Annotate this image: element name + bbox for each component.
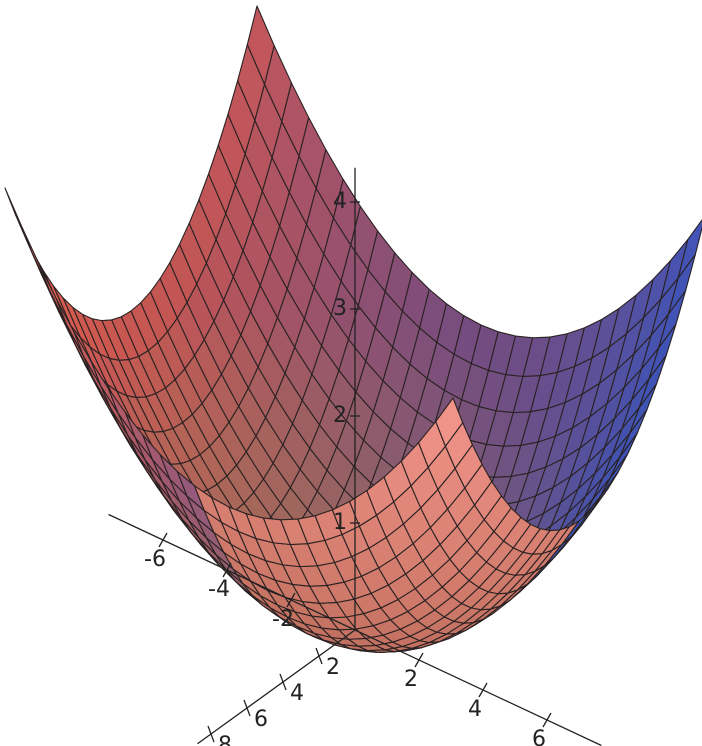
tick-mark — [542, 712, 552, 728]
z-tick-label: 1 — [333, 510, 347, 535]
y-tick-label: 6 — [532, 727, 546, 746]
surface-patch — [435, 397, 464, 447]
tick-mark — [315, 647, 323, 665]
x-tick-label: 2 — [326, 655, 340, 680]
x-tick-label: 4 — [290, 681, 304, 706]
tick-mark — [286, 592, 296, 608]
y-tick-label: 4 — [468, 697, 482, 722]
z-tick-label: 2 — [333, 403, 347, 428]
y-tick-label: -2 — [272, 607, 294, 632]
tick-mark — [222, 562, 232, 578]
axis-line — [197, 629, 356, 745]
tick-mark — [243, 699, 251, 717]
tick-mark — [279, 673, 287, 691]
x-tick-label: 8 — [218, 733, 232, 746]
tick-mark — [207, 725, 215, 743]
y-tick-label: -4 — [208, 577, 230, 602]
x-tick-label: 6 — [254, 707, 268, 732]
z-tick-label: 4 — [333, 189, 347, 214]
y-tick-label: -6 — [144, 547, 166, 572]
tick-mark — [478, 682, 488, 698]
tick-mark — [158, 532, 168, 548]
tick-mark — [414, 652, 424, 668]
y-tick-label: 2 — [404, 667, 418, 692]
z-tick-label: 3 — [333, 296, 347, 321]
